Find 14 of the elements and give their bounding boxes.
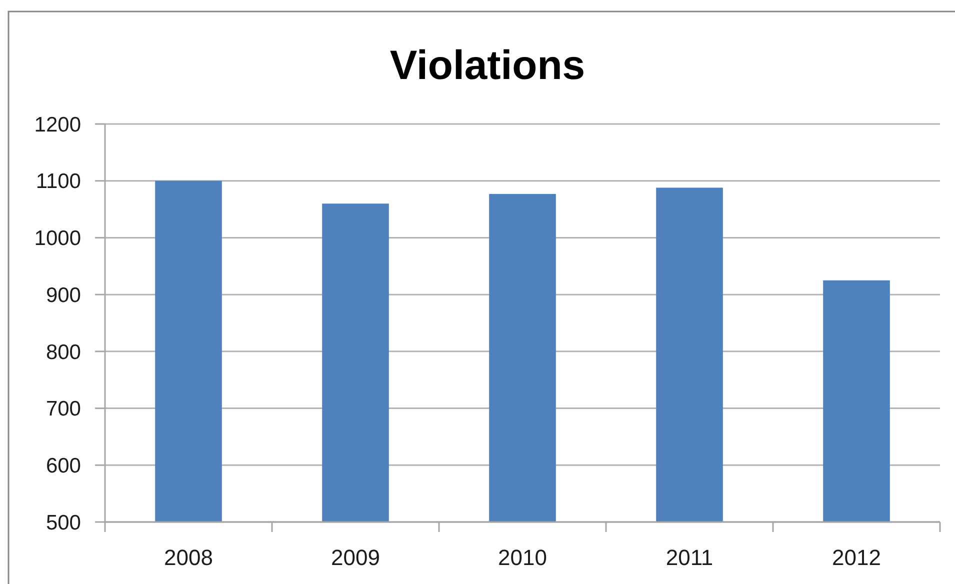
y-tick-label: 800 [46, 340, 81, 364]
y-tick-label: 900 [46, 284, 81, 307]
y-tick-label: 700 [46, 398, 81, 421]
y-tick-label: 1200 [34, 113, 81, 136]
x-tick-label: 2011 [666, 545, 714, 570]
y-tick-label: 1100 [36, 170, 81, 194]
x-tick-label: 2009 [331, 545, 380, 570]
chart-title: Violations [390, 42, 586, 88]
y-tick-label: 500 [46, 511, 81, 534]
x-tick-label: 2008 [164, 545, 213, 570]
x-tick-label: 2012 [832, 545, 881, 570]
x-tick-label: 2010 [498, 545, 547, 570]
y-tick-label: 1000 [34, 227, 81, 250]
y-tick-label: 600 [46, 454, 81, 478]
